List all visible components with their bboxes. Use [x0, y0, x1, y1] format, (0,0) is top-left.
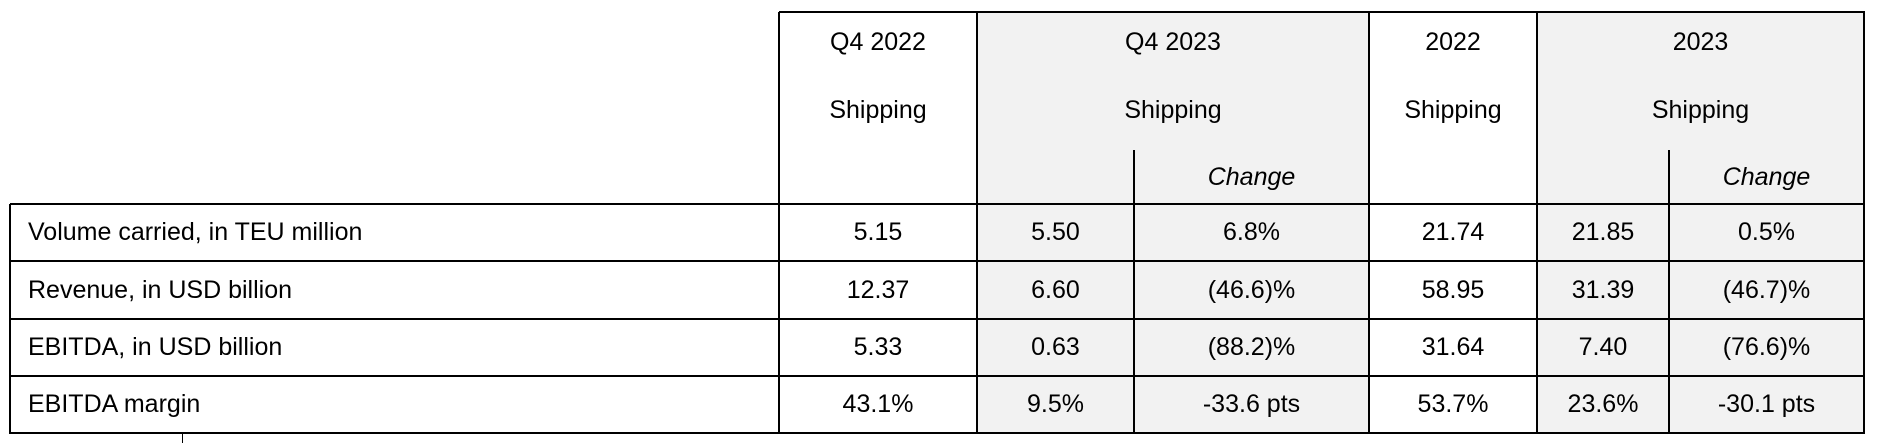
cell-value: 53.7%	[1417, 390, 1489, 418]
cell-value: 31.64	[1421, 333, 1485, 361]
cell-value: 5.50	[1031, 218, 1080, 246]
border-line	[778, 12, 780, 434]
cell-value: 0.63	[1031, 333, 1080, 361]
change-header: Change	[1722, 162, 1811, 191]
cell-value: 12.37	[846, 275, 910, 304]
cell-value: 5.33	[853, 333, 903, 361]
border-line	[10, 375, 1865, 377]
column-period: 2022	[1425, 27, 1481, 56]
border-line	[10, 318, 1865, 320]
border-line	[10, 203, 1865, 205]
border-line	[779, 11, 1865, 13]
border-line	[1863, 12, 1865, 434]
border-line	[10, 432, 1865, 434]
column-segment: Shipping	[829, 95, 927, 124]
cell-value: 21.85	[1571, 218, 1635, 246]
cell-value: -30.1 pts	[1717, 390, 1816, 418]
cell-value: 9.5%	[1027, 390, 1084, 418]
change-header: Change	[1207, 162, 1296, 191]
border-line	[182, 433, 183, 443]
column-period: Q4 2023	[1125, 27, 1221, 56]
cell-value: 21.74	[1421, 218, 1485, 246]
cell-value: 6.8%	[1223, 218, 1280, 246]
row-label: EBITDA margin	[28, 390, 201, 418]
cell-value: 43.1%	[842, 390, 914, 418]
border-line	[1368, 12, 1370, 434]
cell-value: 58.95	[1421, 275, 1485, 304]
cell-value: (46.7)%	[1722, 275, 1811, 304]
column-segment: Shipping	[1651, 95, 1750, 124]
row-label: Revenue, in USD billion	[28, 275, 293, 304]
shaded-column	[1537, 12, 1864, 433]
row-label: Volume carried, in TEU million	[28, 218, 363, 246]
cell-value: 6.60	[1031, 275, 1080, 304]
border-line	[976, 12, 978, 434]
border-line	[10, 260, 1865, 262]
border-line	[9, 204, 11, 434]
cell-value: (76.6)%	[1722, 333, 1811, 361]
cell-value: (46.6)%	[1207, 275, 1296, 304]
cell-value: 5.15	[853, 218, 903, 246]
cell-value: 31.39	[1571, 275, 1635, 304]
cell-value: -33.6 pts	[1202, 390, 1301, 418]
border-line	[1536, 12, 1538, 434]
column-segment: Shipping	[1124, 95, 1222, 124]
column-period: 2023	[1672, 27, 1729, 56]
border-line	[1668, 150, 1670, 434]
shaded-column	[977, 12, 1369, 433]
column-segment: Shipping	[1404, 95, 1502, 124]
row-label: EBITDA, in USD billion	[28, 333, 283, 361]
cell-value: 0.5%	[1738, 218, 1795, 246]
cell-value: 7.40	[1578, 333, 1628, 361]
cell-value: 23.6%	[1567, 390, 1639, 418]
cell-value: (88.2)%	[1207, 333, 1296, 361]
column-period: Q4 2022	[830, 27, 926, 56]
border-line	[1133, 150, 1135, 434]
